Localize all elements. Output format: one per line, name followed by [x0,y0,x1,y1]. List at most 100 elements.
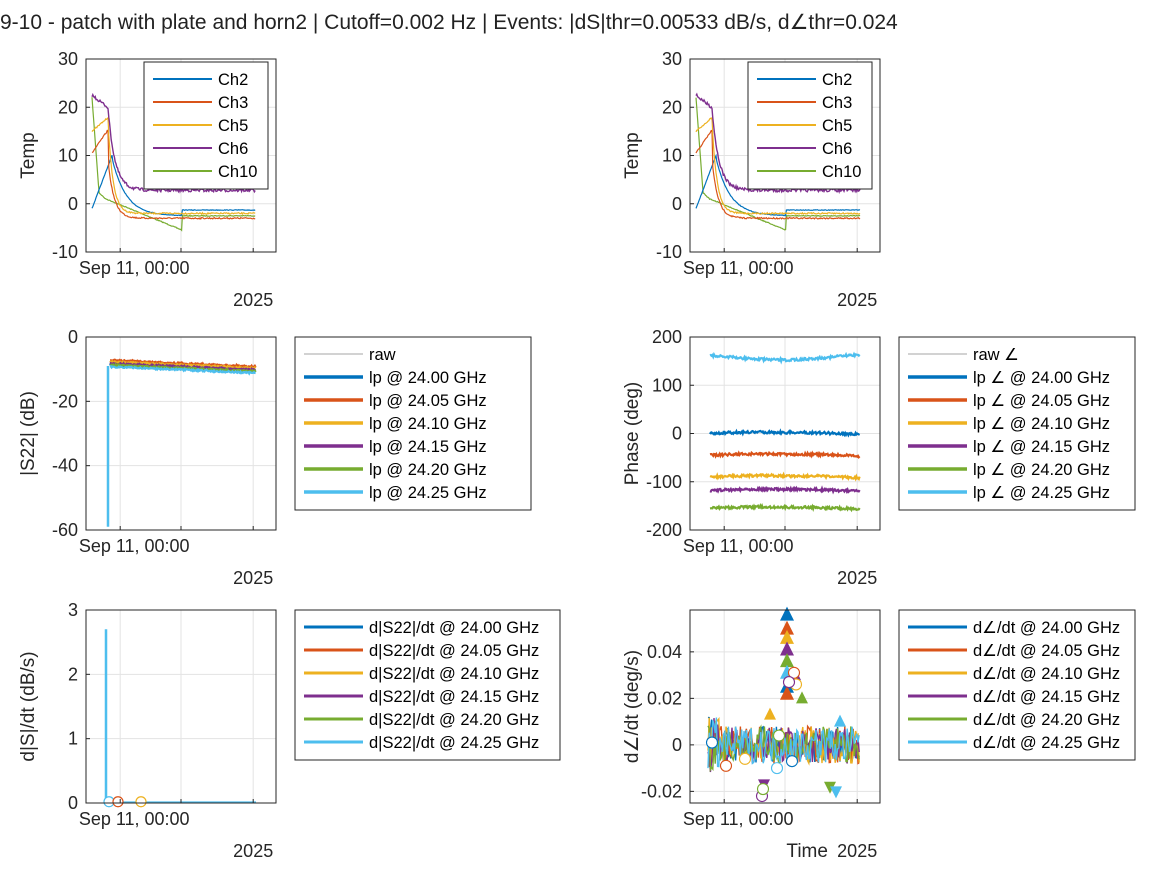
legend-entry: d∠/dt @ 24.20 GHz [973,711,1120,729]
y-tick-label: 2 [68,664,78,684]
x-tick-label: Sep 11, 00:00 [79,258,190,278]
event-marker-up [780,606,794,621]
series-line [695,116,861,216]
y-tick-label: 3 [68,600,78,620]
y-tick-label: 0 [672,424,682,444]
legend-entry: Ch5 [822,117,852,135]
legend-entry: raw [369,346,396,364]
legend-box [898,609,1136,761]
y-tick-label: 0.02 [647,688,682,708]
legend-entry: d∠/dt @ 24.10 GHz [973,665,1120,683]
legend-entry: lp @ 24.05 GHz [369,392,487,410]
legend-entry: d∠/dt @ 24.05 GHz [973,642,1120,660]
y-tick-label: -10 [656,242,682,262]
y-axis-label: Temp [18,132,39,178]
y-axis-label: Phase (deg) [622,382,643,486]
legend-entry: lp @ 24.15 GHz [369,438,487,456]
event-marker [135,796,147,808]
y-tick-label: 20 [58,97,78,117]
series-line [695,153,861,217]
legend-entry: d|S22|/dt @ 24.15 GHz [369,688,539,706]
legend-entry: d|S22|/dt @ 24.10 GHz [369,665,539,683]
legend-entry: lp @ 24.20 GHz [369,461,487,479]
y-tick-label: 0.04 [647,642,682,662]
event-marker [112,796,124,808]
series-line [707,717,860,769]
x-tick-label: Sep 11, 00:00 [683,258,794,278]
series-line [91,155,256,217]
y-tick-label: 10 [58,146,78,166]
event-marker-up [780,620,794,635]
y-tick-label: -0.02 [641,781,682,801]
y-tick-label: -20 [52,391,78,411]
series-line [91,116,256,216]
legend-entry: Ch10 [218,163,257,181]
series-line [709,351,861,365]
y-tick-label: 10 [662,146,682,166]
legend-box [294,609,561,761]
event-marker-up [780,641,794,656]
legend-entry: raw ∠ [973,346,1019,364]
series-line [695,92,861,195]
y-tick-label: -40 [52,456,78,476]
x-year-label: 2025 [837,841,877,861]
event-marker [782,676,796,689]
x-axis-label: Time [786,841,828,862]
event-marker [787,666,801,679]
event-marker-up [780,653,794,668]
event-marker-up [780,685,794,700]
legend-entry: Ch5 [218,117,248,135]
legend-entry: Ch2 [822,71,852,89]
x-year-label: 2025 [233,568,273,588]
legend: d∠/dt @ 24.00 GHz d∠/dt @ 24.05 GHz d∠/dt … [898,609,1136,761]
legend-entry: Ch3 [218,94,248,112]
legend: raw lp @ 24.00 GHz lp @ 24.05 GHz lp @ 24.1… [294,336,532,511]
legend-entry: lp ∠ @ 24.10 GHz [973,415,1110,433]
legend-entry: d∠/dt @ 24.00 GHz [973,619,1120,637]
y-tick-label: -60 [52,520,78,540]
legend-entry: lp ∠ @ 24.25 GHz [973,484,1110,502]
legend-entry: Ch10 [822,163,861,181]
series-line [109,365,256,376]
y-tick-label: 0 [68,194,78,214]
event-marker [785,755,799,768]
legend-entry: lp ∠ @ 24.15 GHz [973,438,1110,456]
event-marker [772,729,786,742]
legend: raw ∠ lp ∠ @ 24.00 GHz lp ∠ @ 24.05 GHz lp … [898,336,1136,511]
y-tick-label: 0 [672,194,682,214]
event-marker-up [796,691,808,704]
series-line [707,724,860,773]
series-line [709,428,861,438]
y-tick-label: -10 [52,242,78,262]
series-line [709,450,861,459]
event-marker [719,759,733,772]
series-line [709,471,861,482]
figure-title: 9-10 - patch with plate and horn2 | Cuto… [0,11,898,34]
event-marker-up [764,707,776,720]
y-tick-label: 0 [68,327,78,347]
legend-entry: lp ∠ @ 24.00 GHz [973,369,1110,387]
y-axis-label: |S22| (dB) [18,391,39,476]
x-tick-label: Sep 11, 00:00 [79,809,190,829]
event-marker [756,782,770,796]
y-tick-label: 0 [672,735,682,755]
y-tick-label: 200 [652,327,682,347]
x-tick-label: Sep 11, 00:00 [683,809,794,829]
y-axis-label: d∠/dt (deg/s) [622,650,643,763]
event-marker [738,752,752,765]
x-tick-label: Sep 11, 00:00 [79,536,190,556]
y-axis-label: d|S|/dt (dB/s) [18,651,39,761]
y-tick-label: 30 [662,49,682,69]
legend-entry: lp ∠ @ 24.20 GHz [973,461,1110,479]
event-marker-up [780,629,794,644]
y-tick-label: 20 [662,97,682,117]
event-marker [770,762,784,775]
series-line [110,358,257,369]
legend-entry: d∠/dt @ 24.25 GHz [973,734,1120,752]
